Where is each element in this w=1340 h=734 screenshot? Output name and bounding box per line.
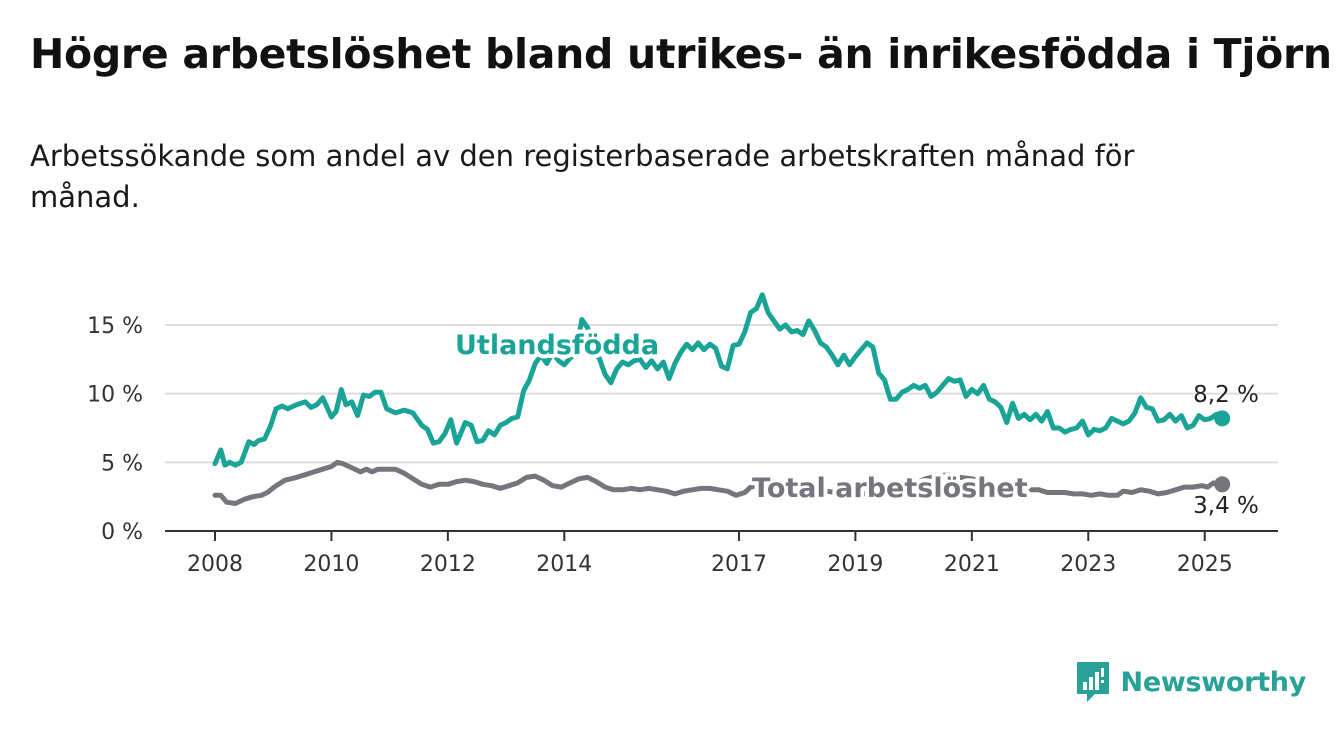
x-tick-label: 2010 xyxy=(303,552,359,577)
x-tick-label: 2019 xyxy=(827,552,883,577)
labels: Utlandsfödda Total arbetslöshet 8,2 % 3,4 % xyxy=(451,326,1259,519)
brand-name: Newsworthy xyxy=(1120,666,1307,698)
x-tick-label: 2025 xyxy=(1177,552,1233,577)
series-line-total xyxy=(212,459,1225,506)
series-label-utlandsfodda: Utlandsfödda xyxy=(455,330,659,361)
end-label-utlandsfodda: 8,2 % xyxy=(1193,382,1259,408)
chart-subtitle: Arbetssökande som andel av den registerb… xyxy=(30,139,1135,214)
x-tick-label: 2021 xyxy=(944,552,1000,577)
x-tick-label: 2012 xyxy=(420,552,476,577)
series-lines xyxy=(212,292,1231,506)
y-tick-label: 0 % xyxy=(101,520,143,545)
end-label-total: 3,4 % xyxy=(1193,493,1259,519)
x-tick-label: 2014 xyxy=(536,552,592,577)
x-tick-label: 2023 xyxy=(1060,552,1116,577)
y-tick-label: 10 % xyxy=(87,383,143,408)
y-tick-label: 15 % xyxy=(87,314,143,339)
x-tick-label: 2017 xyxy=(711,552,767,577)
end-point-utlandsfodda xyxy=(1214,410,1231,427)
end-point-total xyxy=(1214,476,1231,493)
newsworthy-logo-icon xyxy=(1076,662,1109,702)
x-axis: 2008 2010 2012 2014 2017 2019 2021 2023 2025 xyxy=(165,530,1278,577)
grid-lines: 0 % 5 % 10 % 15 % xyxy=(87,314,1278,545)
x-tick-label: 2008 xyxy=(187,552,243,577)
brand-logo: Newsworthy xyxy=(1075,660,1306,704)
chart-title: Högre arbetslöshet bland utrikes- än inr… xyxy=(30,30,1332,78)
y-tick-label: 5 % xyxy=(101,451,143,476)
series-label-total: Total arbetslöshet xyxy=(752,473,1028,504)
series-line-utlandsfodda xyxy=(212,292,1225,468)
